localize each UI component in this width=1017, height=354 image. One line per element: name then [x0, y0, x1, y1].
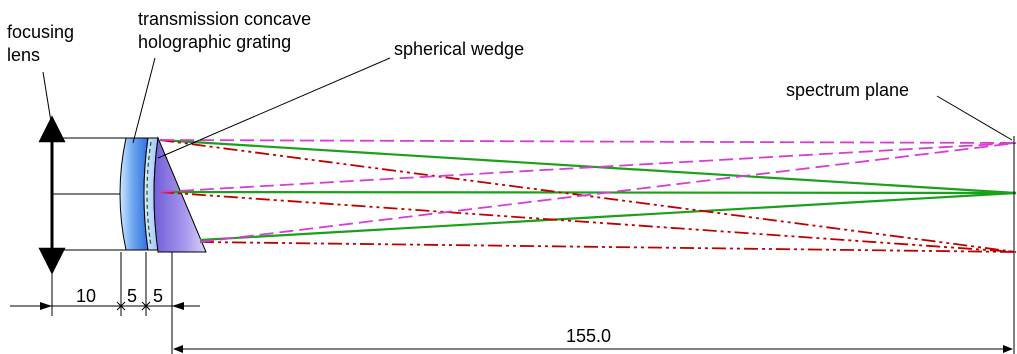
- holographic-grating: [119, 137, 159, 251]
- label-spherical-wedge: spherical wedge: [394, 39, 524, 59]
- label-grating-line2: holographic grating: [138, 32, 291, 52]
- dimension-10: 10: [76, 286, 96, 306]
- label-spectrum-plane: spectrum plane: [786, 80, 909, 100]
- spherical-wedge: [153, 136, 207, 253]
- label-focusing-lens-line2: lens: [7, 45, 40, 65]
- dimension-total: 155.0: [566, 326, 611, 346]
- label-grating-line1: transmission concave: [138, 9, 311, 29]
- red-rays: [159, 139, 1017, 253]
- dimension-5-a: 5: [127, 286, 137, 306]
- dimension-5-b: 5: [153, 286, 163, 306]
- green-rays: [159, 138, 1017, 242]
- focusing-lens: [38, 115, 127, 275]
- small-dimension-chain: [10, 301, 200, 311]
- magenta-rays: [159, 139, 1017, 243]
- leader-lines: [42, 57, 1013, 159]
- label-focusing-lens-line1: focusing: [7, 22, 74, 42]
- dimension-extension-lines: [51, 252, 1015, 354]
